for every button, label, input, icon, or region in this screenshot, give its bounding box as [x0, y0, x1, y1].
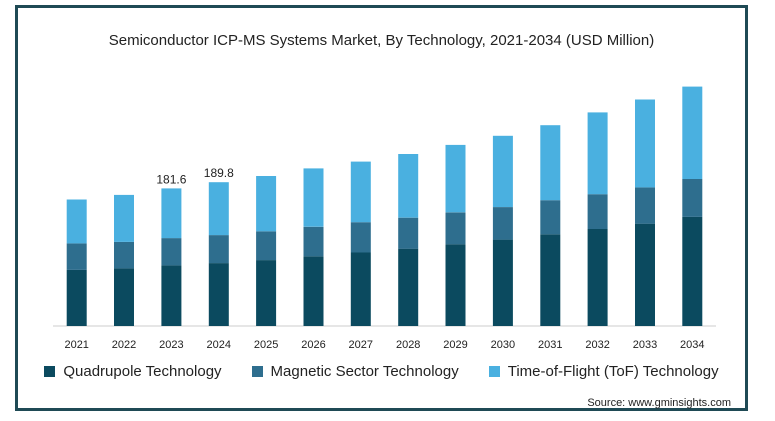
legend-label-magnetic-sector: Magnetic Sector Technology — [270, 363, 459, 380]
source-note: Source: www.gminsights.com — [587, 397, 731, 409]
legend-item-time-of-flight: Time-of-Flight (ToF) Technology — [488, 363, 719, 380]
bar-2022-series-0 — [114, 268, 134, 326]
x-tick-label-2029: 2029 — [443, 339, 467, 351]
legend-swatch-time-of-flight — [488, 366, 500, 377]
x-tick-label-2025: 2025 — [254, 339, 278, 351]
legend-item-quadrupole: Quadrupole Technology — [44, 363, 222, 380]
legend-item-magnetic-sector: Magnetic Sector Technology — [251, 363, 459, 380]
x-tick-label-2023: 2023 — [159, 339, 183, 351]
bar-2023-series-0 — [161, 265, 182, 326]
bar-2033-series-0 — [635, 223, 655, 326]
stacked-bar-chart: 2021 2022 2023 181.6 2024 189.8 2025 2026 2027 20… — [53, 86, 716, 351]
x-tick-label-2031: 2031 — [538, 339, 562, 351]
x-tick-label-2034: 2034 — [680, 339, 704, 351]
bar-2032-series-1 — [587, 194, 608, 229]
chart-title: Semiconductor ICP-MS Systems Market, By … — [108, 32, 655, 49]
bar-2031-series-1 — [540, 200, 561, 235]
bar-2024-series-0 — [208, 263, 229, 326]
legend-label-quadrupole: Quadrupole Technology — [63, 363, 222, 380]
bar-2029-series-1 — [445, 212, 466, 245]
bar-2034-series-2 — [682, 86, 703, 179]
bar-2034-series-1 — [682, 179, 703, 217]
bar-2025-series-2 — [256, 176, 277, 232]
x-tick-label-2030: 2030 — [491, 339, 515, 351]
bar-2031-series-2 — [540, 125, 561, 201]
x-tick-label-2033: 2033 — [633, 339, 657, 351]
legend-swatch-quadrupole — [44, 366, 56, 377]
data-label-2023: 181.6 — [156, 172, 186, 186]
bar-2028-series-1 — [398, 217, 419, 249]
data-label-2024: 189.8 — [204, 166, 234, 180]
bar-2031-series-0 — [540, 234, 561, 326]
x-tick-label-2022: 2022 — [112, 339, 136, 351]
bar-2021-series-1 — [66, 243, 87, 270]
legend-label-time-of-flight: Time-of-Flight (ToF) Technology — [507, 363, 719, 380]
bar-2032-series-2 — [587, 112, 608, 195]
x-tick-label-2027: 2027 — [349, 339, 373, 351]
bar-2026-series-2 — [303, 168, 324, 227]
bar-2027-series-0 — [350, 252, 371, 326]
bar-2034-series-0 — [682, 216, 703, 326]
bar-2032-series-0 — [587, 229, 608, 326]
bar-2022-series-1 — [114, 241, 134, 269]
x-tick-label-2032: 2032 — [585, 339, 609, 351]
chart-frame: Semiconductor ICP-MS Systems Market, By … — [15, 5, 748, 411]
bar-2021-series-0 — [66, 269, 87, 326]
bar-2024-series-2 — [208, 182, 229, 236]
legend-swatch-magnetic-sector — [251, 366, 263, 377]
bar-2030-series-0 — [492, 239, 513, 326]
bar-2030-series-2 — [492, 135, 513, 207]
legend: Quadrupole Technology Magnetic Sector Te… — [18, 363, 745, 380]
bar-2030-series-1 — [492, 207, 513, 240]
bar-2022-series-2 — [114, 194, 134, 242]
bar-2027-series-1 — [350, 222, 371, 253]
bar-2026-series-0 — [303, 256, 324, 326]
x-tick-label-2024: 2024 — [207, 339, 231, 351]
bar-2021-series-2 — [66, 199, 87, 244]
bar-2029-series-2 — [445, 144, 466, 213]
bar-2027-series-2 — [350, 161, 371, 223]
bar-2028-series-0 — [398, 248, 419, 326]
x-tick-label-2021: 2021 — [64, 339, 88, 351]
bar-2029-series-0 — [445, 244, 466, 326]
bar-2023-series-2 — [161, 188, 182, 239]
bar-2024-series-1 — [208, 235, 229, 264]
bar-2023-series-1 — [161, 238, 182, 266]
x-tick-label-2028: 2028 — [396, 339, 420, 351]
bar-2033-series-2 — [635, 99, 655, 188]
x-tick-label-2026: 2026 — [301, 339, 325, 351]
bar-2025-series-0 — [256, 260, 277, 326]
bar-2026-series-1 — [303, 226, 324, 257]
bar-2025-series-1 — [256, 231, 277, 261]
bar-2033-series-1 — [635, 187, 655, 224]
bar-2028-series-2 — [398, 154, 419, 218]
